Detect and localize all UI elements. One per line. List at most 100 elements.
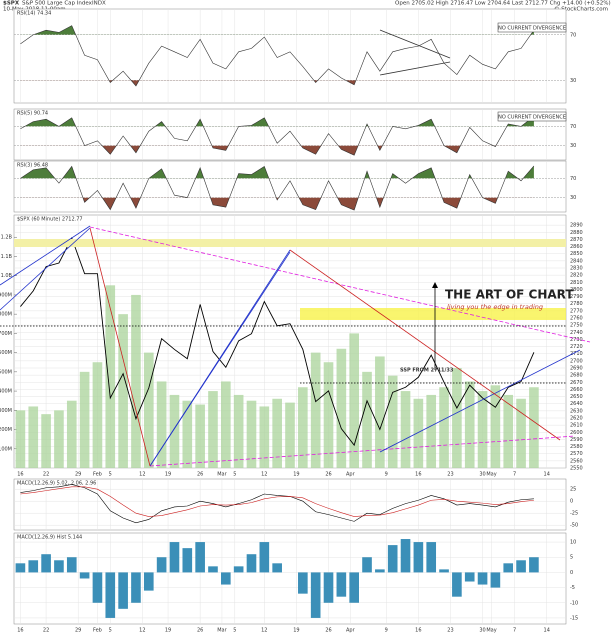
y-tick-label: 2840 — [570, 258, 583, 264]
y2-tick-label: 700M — [0, 331, 12, 337]
y-tick-label: 2720 — [570, 344, 583, 350]
series-line — [20, 165, 535, 211]
volume-bar — [336, 348, 347, 468]
y-tick-label: -50 — [570, 523, 578, 529]
y-tick-label: 2820 — [570, 273, 583, 279]
volume-bar — [439, 387, 449, 468]
x-tick-label: 22 — [43, 472, 49, 478]
volume-bar — [105, 285, 116, 468]
volume-bar — [452, 368, 462, 468]
hist-bar — [182, 548, 193, 573]
volume-bar — [349, 333, 359, 468]
panel-frame — [13, 108, 567, 161]
y-tick-label: 70 — [570, 124, 576, 130]
y-tick-label: -25 — [570, 511, 578, 517]
hist-bar — [66, 557, 77, 573]
hist-bar — [362, 557, 372, 573]
y-tick-label: 2800 — [570, 287, 583, 293]
panel-frame — [13, 160, 567, 213]
x-tick-label: 16 — [17, 472, 23, 478]
hist-bar — [259, 542, 270, 573]
hist-bar — [375, 569, 385, 573]
hist-bar — [490, 572, 501, 588]
volume-bar — [221, 381, 231, 468]
volume-bar — [28, 406, 39, 468]
x-tick-label: Feb — [93, 472, 102, 478]
volume-bar — [15, 410, 26, 468]
hist-bar — [54, 560, 64, 573]
trendline — [379, 349, 581, 453]
series-line — [20, 116, 535, 156]
volume-bar — [464, 381, 475, 468]
y-tick-label: 2630 — [570, 408, 583, 414]
volume-bar — [118, 314, 128, 468]
x-tick-label: 26 — [325, 628, 331, 634]
volume-bar — [413, 398, 424, 468]
y-tick-label: 2670 — [570, 380, 583, 386]
panel-title: $SPX (60 Minute) 2712.77 — [17, 217, 83, 223]
y2-tick-label: 100M — [0, 446, 12, 452]
hist-bar — [233, 566, 244, 573]
x-tick-label: 7 — [513, 472, 516, 478]
panel-frame — [13, 478, 567, 531]
volume-bar — [400, 391, 411, 468]
y-tick-label: 2680 — [570, 373, 583, 379]
trendline — [89, 226, 591, 343]
y-tick-label: 70 — [570, 32, 576, 38]
series-line — [20, 25, 535, 87]
divergence-line — [379, 29, 451, 59]
x-tick-label: 19 — [293, 628, 299, 634]
hist-bar — [143, 572, 154, 591]
y-tick-label: 2700 — [570, 358, 583, 364]
hist-bar — [169, 542, 180, 573]
drawings — [0, 22, 591, 467]
volume-bar — [143, 352, 154, 468]
y-tick-label: 2570 — [570, 451, 583, 457]
hist-bar — [426, 542, 437, 573]
y-tick-label: 2590 — [570, 437, 583, 443]
volume-bar — [54, 410, 64, 468]
y-tick-label: 2780 — [570, 301, 583, 307]
logo: THE ART OF CHART — [445, 288, 574, 302]
y-tick-label: 2830 — [570, 266, 583, 272]
y-tick-label: -5 — [570, 585, 575, 591]
y-tick-label: 0 — [570, 570, 573, 576]
y-tick-label: 2550 — [570, 466, 583, 472]
y-tick-label: 2760 — [570, 316, 583, 322]
y-tick-label: 2810 — [570, 280, 583, 286]
x-tick-label: Apr — [346, 472, 356, 478]
y-tick-label: -10 — [570, 600, 578, 606]
y-tick-label: 2560 — [570, 458, 583, 464]
exchange: INDX — [92, 1, 106, 7]
hist-bar — [221, 572, 231, 585]
volume-bar — [285, 402, 295, 468]
hist-bar — [195, 542, 205, 573]
y-tick-label: 30 — [570, 143, 576, 149]
volume-bar — [208, 391, 218, 468]
x-tick-label: 7 — [513, 628, 516, 634]
volume-bar — [272, 398, 282, 468]
x-tick-label: May — [486, 472, 496, 478]
y-tick-label: 2580 — [570, 444, 583, 450]
trendline — [0, 227, 91, 311]
hist-bar — [400, 539, 411, 573]
y-tick-label: 2710 — [570, 351, 583, 357]
hist-bar — [323, 572, 334, 603]
y-tick-label: 2870 — [570, 237, 583, 243]
overbought-area — [20, 25, 534, 35]
y-tick-label: 2850 — [570, 251, 583, 257]
y-tick-label: 70 — [570, 176, 576, 182]
hist-bar — [272, 563, 282, 573]
volume-bar — [516, 398, 526, 468]
y2-tick-label: 1.2B — [1, 235, 13, 241]
hist-bar — [387, 545, 398, 573]
x-tick-label: 5 — [109, 628, 112, 634]
volume-bar — [310, 352, 321, 468]
hist-bar — [413, 542, 424, 573]
hist-bar — [516, 560, 526, 573]
y-tick-label: 5 — [570, 555, 573, 561]
y-tick-label: 30 — [570, 195, 576, 201]
x-tick-label: 16 — [415, 472, 421, 478]
hist-bar — [439, 569, 449, 573]
